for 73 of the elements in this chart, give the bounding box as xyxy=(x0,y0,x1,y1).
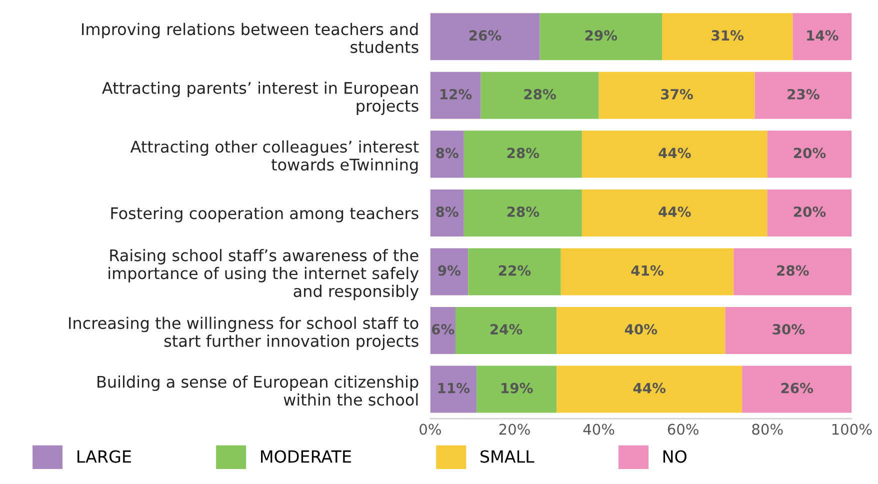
bar xyxy=(468,248,561,296)
data-label: 26% xyxy=(781,382,814,394)
y-tick-label: Fostering cooperation among teachers xyxy=(111,206,418,222)
data-label: 29% xyxy=(585,30,618,41)
data-label: 28% xyxy=(507,148,540,158)
data-label: 44% xyxy=(633,382,666,394)
data-label: 6% xyxy=(432,324,454,335)
bar xyxy=(430,366,477,413)
data-label: 40% xyxy=(624,324,658,335)
x-tick-label: 100% xyxy=(832,424,872,435)
bar xyxy=(560,248,734,296)
x-tick-label: 80% xyxy=(752,424,783,435)
bar xyxy=(430,13,540,60)
bar xyxy=(582,189,768,236)
data-label: 31% xyxy=(712,30,744,41)
legend-label: SMALL xyxy=(480,450,534,463)
data-label: 28% xyxy=(507,206,540,217)
bar xyxy=(598,72,755,119)
bar xyxy=(734,248,852,296)
bar xyxy=(767,130,852,178)
legend-label: MODERATE xyxy=(261,450,351,463)
data-label: 11% xyxy=(438,382,470,394)
bar xyxy=(792,13,852,60)
x-tick-label: 40% xyxy=(583,424,614,435)
bar xyxy=(540,13,662,60)
x-tick-label: 60% xyxy=(668,424,698,435)
data-label: 19% xyxy=(502,382,533,394)
data-label: 12% xyxy=(440,88,472,100)
y-tick-label: Increasing the willingness for school staff to start further innovation projects xyxy=(69,316,418,350)
data-label: 20% xyxy=(794,148,826,158)
data-label: 24% xyxy=(490,324,522,335)
bar xyxy=(742,366,852,413)
bar xyxy=(582,130,768,178)
bar xyxy=(662,13,793,60)
bar xyxy=(464,189,582,236)
bar xyxy=(464,130,582,178)
data-label: 9% xyxy=(438,265,461,276)
data-label: 23% xyxy=(788,88,820,100)
y-tick-label: Attracting parents’ interest in European projects xyxy=(102,82,418,115)
bar xyxy=(754,72,852,119)
bar xyxy=(725,306,852,354)
y-tick-label: Attracting other colleagues’ interest towards eTwinning xyxy=(130,140,419,174)
bar xyxy=(430,306,456,354)
data-label: 28% xyxy=(777,265,809,276)
data-label: 41% xyxy=(631,265,664,276)
bar xyxy=(480,72,599,119)
bar xyxy=(430,130,464,178)
x-tick-label: 20% xyxy=(499,424,530,435)
data-label: 14% xyxy=(807,30,838,41)
bar xyxy=(556,366,742,413)
data-label: 26% xyxy=(469,30,502,41)
legend-label: NO xyxy=(663,450,686,463)
data-label: 22% xyxy=(498,265,531,276)
data-label: 37% xyxy=(661,88,693,100)
bar xyxy=(430,189,464,236)
legend-label: LARGE xyxy=(78,450,131,463)
data-label: 8% xyxy=(436,148,458,158)
y-tick-label: Building a sense of European citizenship within the school xyxy=(98,375,418,406)
bar xyxy=(430,72,481,119)
bar xyxy=(456,306,557,354)
bar xyxy=(476,366,557,413)
y-tick-label: Improving relations between teachers and students xyxy=(82,22,418,54)
bar xyxy=(556,306,726,354)
bar xyxy=(430,248,468,296)
data-label: 8% xyxy=(436,206,458,217)
data-label: 20% xyxy=(794,206,826,217)
x-tick-label: 0% xyxy=(420,424,441,435)
y-tick-label: Raising school staff’s awareness of the importance of using the internet safely and responsibly xyxy=(108,248,419,300)
data-label: 30% xyxy=(772,324,805,335)
data-label: 44% xyxy=(658,148,691,158)
bar xyxy=(767,189,852,236)
data-label: 28% xyxy=(524,88,556,100)
data-label: 44% xyxy=(658,206,691,217)
